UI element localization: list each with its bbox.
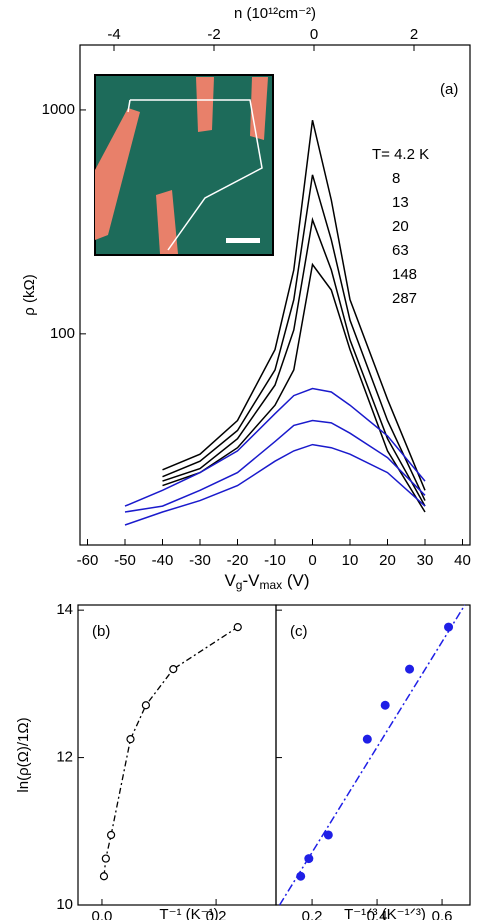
x-axis-label-part: g: [236, 578, 243, 592]
x-tick-label: -30: [189, 552, 211, 569]
panel-label: (b): [92, 623, 110, 640]
x-tick-label: 30: [417, 552, 434, 569]
x-axis-label-part: max: [259, 578, 282, 592]
x-axis-label: T⁻¹ (K⁻¹): [159, 906, 218, 920]
x2-axis-label: n (10¹²cm⁻²): [234, 5, 316, 22]
y-tick-label: 14: [56, 601, 73, 618]
fit-line: [278, 604, 466, 906]
x2-tick-label: -4: [107, 26, 120, 43]
data-point: [141, 701, 151, 710]
temperature-label: 13: [392, 194, 409, 211]
x-tick-label: 0.4: [367, 908, 388, 920]
x2-tick-label: 2: [410, 26, 418, 43]
x-axis-label-part: -V: [242, 571, 260, 590]
x-tick-label: -20: [227, 552, 249, 569]
data-point: [380, 700, 390, 710]
x-tick-label: 0: [308, 552, 316, 569]
data-point: [233, 623, 242, 632]
plot-frame: [275, 604, 471, 906]
data-line: [124, 419, 426, 513]
x-axis-label: T⁻¹ᐟ³ (K⁻¹ᐟ³): [344, 906, 426, 920]
x-tick-label: 20: [379, 552, 396, 569]
panel-label: (c): [290, 623, 308, 640]
x-tick-label: 0.2: [302, 908, 323, 920]
data-point: [126, 735, 135, 744]
x-tick-label: 0.6: [432, 908, 453, 920]
x-tick-label: -50: [114, 552, 136, 569]
data-point: [304, 854, 314, 864]
y-tick-label: 10: [56, 896, 73, 913]
temperature-label: T= 4.2 K: [372, 146, 429, 163]
x-tick-label: -40: [152, 552, 174, 569]
y-tick-label: 1000: [42, 101, 75, 118]
temperature-label: 20: [392, 218, 409, 235]
data-line: [103, 626, 239, 877]
x-tick-label: 10: [342, 552, 359, 569]
temperature-label: 148: [392, 266, 417, 283]
temperature-label: 8: [392, 170, 400, 187]
data-point: [169, 665, 178, 674]
data-point: [323, 830, 333, 840]
data-line: [162, 262, 426, 513]
data-point: [362, 734, 372, 744]
temperature-label: 287: [392, 290, 417, 307]
x-tick-label: -10: [264, 552, 286, 569]
data-line: [162, 216, 426, 507]
y-tick-label: 100: [50, 325, 75, 342]
x-tick-label: 0.2: [206, 908, 227, 920]
data-line: [162, 120, 426, 491]
data-point: [405, 664, 415, 674]
x-tick-label: -60: [77, 552, 99, 569]
data-point: [444, 622, 454, 632]
data-point: [101, 854, 110, 863]
x2-tick-label: 0: [310, 26, 318, 43]
x-axis-label-part: (V): [282, 571, 309, 590]
data-point: [106, 830, 116, 840]
y-tick-label: 12: [56, 749, 73, 766]
y-axis-label: ln(ρ(Ω)/1Ω): [15, 717, 32, 792]
data-line: [124, 443, 426, 526]
temperature-label: 63: [392, 242, 409, 259]
data-line: [162, 174, 426, 501]
x-axis-label: Vg-Vmax (V): [224, 571, 309, 591]
y-axis-label: ρ (kΩ): [21, 274, 38, 315]
x-tick-label: 0.0: [92, 908, 113, 920]
x-axis-label-part: V: [224, 571, 236, 590]
panel-label: (a): [440, 81, 458, 98]
x-tick-label: 40: [454, 552, 471, 569]
data-point: [99, 872, 109, 881]
x2-tick-label: -2: [207, 26, 220, 43]
inset-image: [94, 74, 274, 256]
data-line: [124, 387, 426, 507]
data-point: [296, 871, 306, 881]
